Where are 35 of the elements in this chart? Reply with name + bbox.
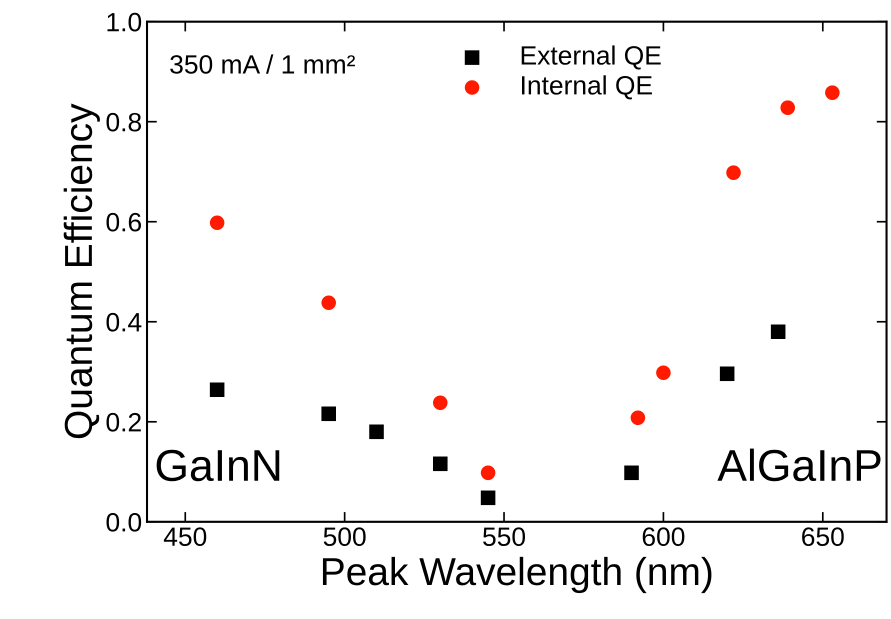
point: [720, 366, 734, 382]
annotation: AlGaInP: [717, 448, 881, 482]
point: [432, 395, 448, 410]
point: [210, 382, 224, 398]
annotation: GaInN: [156, 450, 280, 482]
y-tick-label: 0.4: [106, 312, 142, 332]
y-tick-label: 0.8: [106, 112, 142, 132]
y-tick-label: 1.0: [107, 12, 142, 32]
legend-label: External QE: [522, 45, 661, 70]
x-tick-label: 650: [802, 527, 844, 546]
point: [210, 215, 224, 230]
y-tick-label: 0.2: [106, 412, 141, 432]
point: [480, 466, 496, 480]
point: [780, 100, 796, 115]
annotation: 350 mA / 1 mm²: [170, 54, 355, 74]
x-tick-label: 550: [483, 527, 526, 546]
point: [656, 365, 671, 380]
x-axis-title: Peak Wavelength (nm): [322, 556, 712, 594]
point: [770, 324, 786, 340]
point: [321, 295, 336, 310]
point: [624, 466, 639, 480]
x-tick-label: 500: [324, 527, 366, 546]
point: [369, 424, 384, 440]
y-tick-label: 0.0: [106, 512, 142, 532]
x-tick-label: 600: [642, 527, 684, 546]
point: [480, 490, 496, 506]
point: [825, 85, 840, 100]
y-axis-title: Quantum Efficiency: [64, 104, 100, 438]
y-tick-label: 0.6: [106, 212, 141, 232]
x-tick-label: 450: [164, 527, 206, 546]
point: [432, 456, 448, 472]
point: [630, 410, 646, 426]
point: [726, 165, 741, 180]
legend-label: Internal QE: [522, 75, 652, 100]
point: [321, 406, 336, 422]
